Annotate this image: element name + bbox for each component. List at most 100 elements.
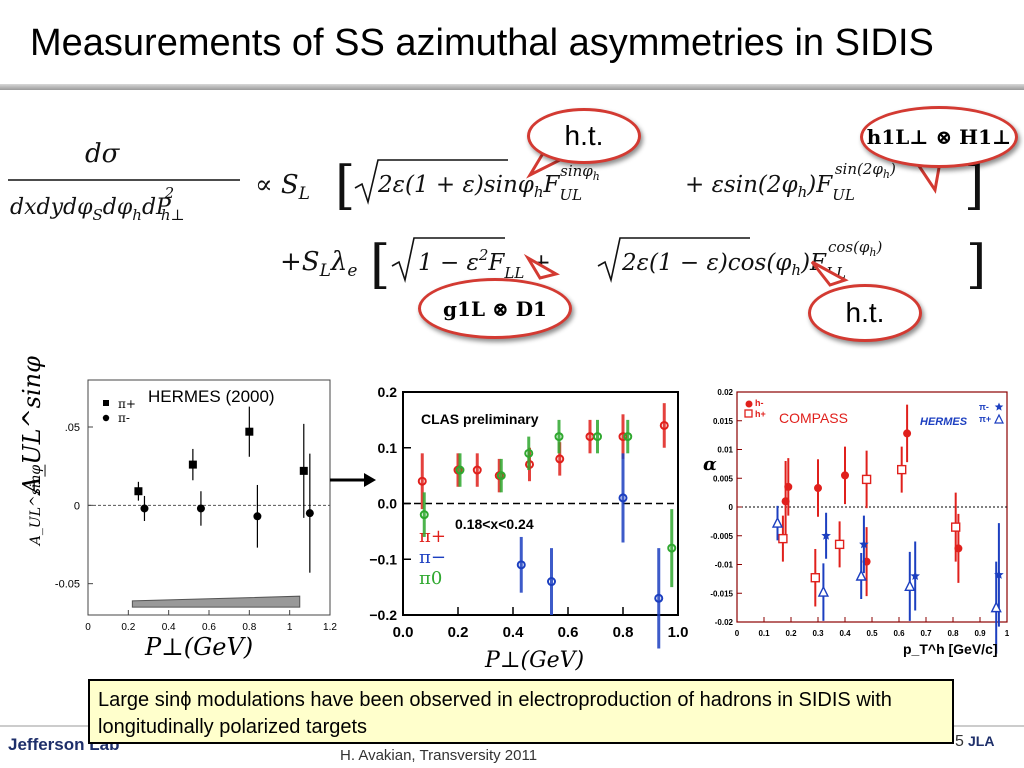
x-axis-label: P⊥(GeV) <box>144 633 253 661</box>
data-point <box>810 573 821 583</box>
chart-title: CLAS preliminary <box>421 411 539 427</box>
y-tick-label: 0.0 <box>378 496 398 512</box>
data-point <box>134 487 143 496</box>
y-tick-label: 0 <box>729 503 734 512</box>
x-tick-label: 0.6 <box>202 622 216 633</box>
data-point <box>555 454 565 464</box>
y-tick-label: 0 <box>74 500 80 512</box>
callout-g1l-d1: g1L ⊗ D1 <box>418 278 572 339</box>
eq-lhs-numerator: dσ <box>85 139 121 169</box>
data-point <box>667 543 677 553</box>
data-point <box>593 432 602 442</box>
data-point <box>245 427 254 436</box>
x-tick-label: 0.5 <box>866 629 878 638</box>
data-point <box>188 460 197 469</box>
x-tick-label: 0.7 <box>920 629 932 638</box>
compass-chart: 0 0.1 0.2 0.3 0.4 0.5 0.6 0.7 0.8 0.9 1 0.02 0.015 0.… <box>703 388 1010 657</box>
x-tick-label: 0.2 <box>121 622 135 633</box>
x-tick-label: 0.9 <box>974 629 986 638</box>
x-tick-label: 0.8 <box>613 624 634 641</box>
x-axis-label: P⊥(GeV) <box>484 648 584 673</box>
data-point <box>547 577 556 587</box>
summary-box: Large sinϕ modulations have been observe… <box>88 679 954 744</box>
callout-ht-bottom: h.t. <box>808 284 922 342</box>
data-point <box>455 465 465 475</box>
data-point <box>855 569 867 581</box>
legend-label: π- <box>979 402 989 412</box>
data-point <box>784 482 793 491</box>
svg-text:[: [ <box>370 235 390 295</box>
page-number: 5 <box>955 733 964 750</box>
y-tick-label: 0.2 <box>378 384 398 400</box>
x-tick-label: 0.2 <box>448 624 469 641</box>
y-tick-label: 0.1 <box>378 440 398 456</box>
data-point <box>903 429 912 438</box>
y-tick-label: −0.1 <box>369 551 397 567</box>
y-tick-label: 0.015 <box>713 417 734 426</box>
data-point <box>841 471 849 480</box>
legend-marker-circle <box>102 414 110 422</box>
data-point <box>896 464 907 475</box>
x-tick-label: 1 <box>1005 629 1010 638</box>
clas-chart: 0.0 0.2 0.4 0.6 0.8 1.0 0.2 0.1 0.0 −0.1 −0.2 CLAS … <box>369 384 688 673</box>
legend-label: h- <box>755 398 764 408</box>
footer-text: H. Avakian, Transversity 2011 <box>340 747 538 764</box>
data-point <box>814 484 822 493</box>
y-tick-label: -0.005 <box>710 532 733 541</box>
arrow-icon <box>330 473 376 487</box>
data-point <box>472 465 482 475</box>
legend-label: h+ <box>755 409 766 419</box>
y-tick-label: 0.005 <box>713 474 734 483</box>
data-point <box>419 510 429 520</box>
data-point <box>990 601 1002 613</box>
legend-marker-star <box>994 402 1004 411</box>
legend-marker-triangle <box>994 413 1004 424</box>
data-point <box>299 466 308 475</box>
hermes-label: HERMES <box>920 416 968 428</box>
data-point <box>654 593 664 603</box>
data-point <box>554 432 564 442</box>
data-point <box>861 474 872 485</box>
data-point <box>659 420 669 430</box>
data-point <box>817 585 830 597</box>
callout-h1l-h1: h1L⊥ ⊗ H1⊥ <box>860 106 1018 168</box>
y-tick-label: -0.05 <box>55 579 80 591</box>
x-tick-label: 0.2 <box>785 629 797 638</box>
data-point <box>859 539 869 549</box>
y-axis-label-large: A_UL^sinφ <box>18 356 46 496</box>
chart-title: HERMES (2000) <box>148 387 275 406</box>
svg-text:]: ] <box>966 235 986 295</box>
data-point <box>524 448 534 458</box>
legend-marker-h-minus <box>745 400 753 408</box>
x-tick-label: 0.4 <box>503 624 525 641</box>
data-point <box>834 539 845 550</box>
x-tick-label: 1 <box>287 622 293 633</box>
data-point <box>623 432 633 442</box>
eq-line2: +SLλe <box>280 247 357 281</box>
y-tick-label: -0.01 <box>715 561 734 570</box>
data-point <box>910 571 920 580</box>
y-axis-label: α <box>703 454 717 475</box>
x-tick-label: 0.6 <box>558 624 579 641</box>
legend-marker-h-plus <box>744 409 753 418</box>
legend-label: π0 <box>419 568 442 589</box>
x-tick-label: 0 <box>85 622 91 633</box>
y-tick-label: -0.015 <box>710 589 733 598</box>
data-point <box>821 530 831 540</box>
x-tick-label: 0.4 <box>162 622 176 633</box>
callout-ht-top: h.t. <box>527 108 641 164</box>
x-tick-label: 0.8 <box>242 622 256 633</box>
data-point <box>253 512 262 521</box>
legend-label: π+ <box>118 397 136 411</box>
data-point <box>417 476 427 486</box>
data-point <box>496 471 506 481</box>
data-point <box>305 509 314 518</box>
kinematic-annotation: 0.18<x<0.24 <box>455 516 534 532</box>
legend-label: π− <box>419 547 446 568</box>
jla-logo: JLA <box>968 733 995 749</box>
x-axis-label: p_T^h [GeV/c] <box>903 641 998 657</box>
x-tick-label: 1.2 <box>323 622 337 633</box>
data-point <box>951 522 961 532</box>
x-tick-label: 0.4 <box>839 629 851 638</box>
slide-title: Measurements of SS azimuthal asymmetries… <box>30 22 934 64</box>
